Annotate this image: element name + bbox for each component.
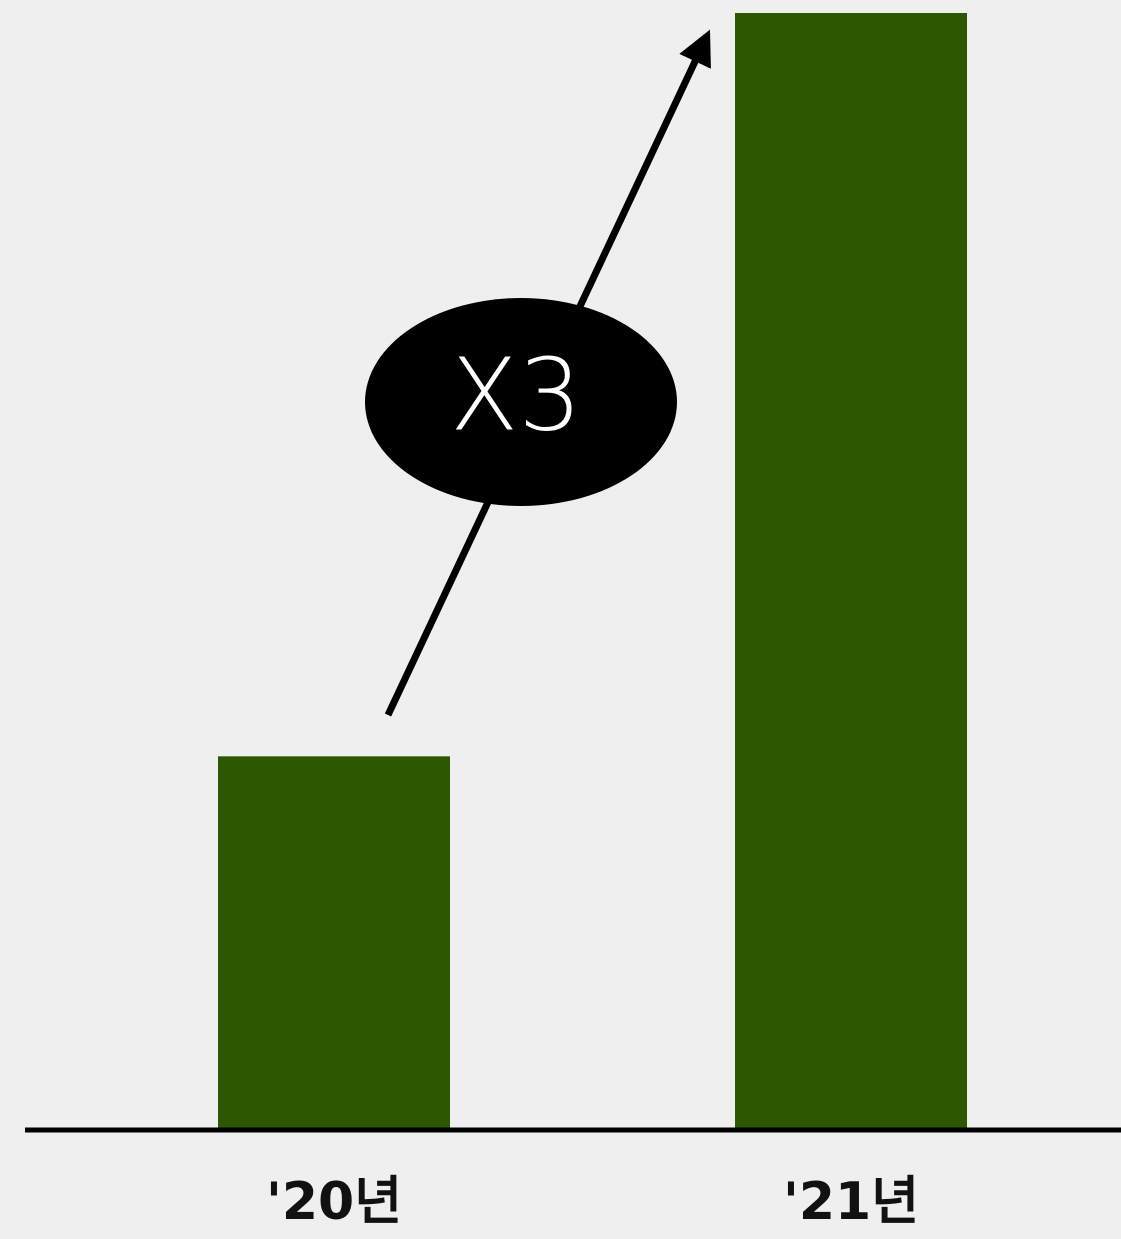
annotation: X3 bbox=[450, 336, 582, 453]
bars bbox=[218, 13, 967, 1128]
bar bbox=[218, 756, 450, 1128]
annotation-badge bbox=[365, 298, 677, 506]
x-tick-label: '21년 bbox=[783, 1172, 919, 1232]
bar bbox=[735, 13, 967, 1128]
x-tick-label: '20년 bbox=[266, 1172, 402, 1232]
